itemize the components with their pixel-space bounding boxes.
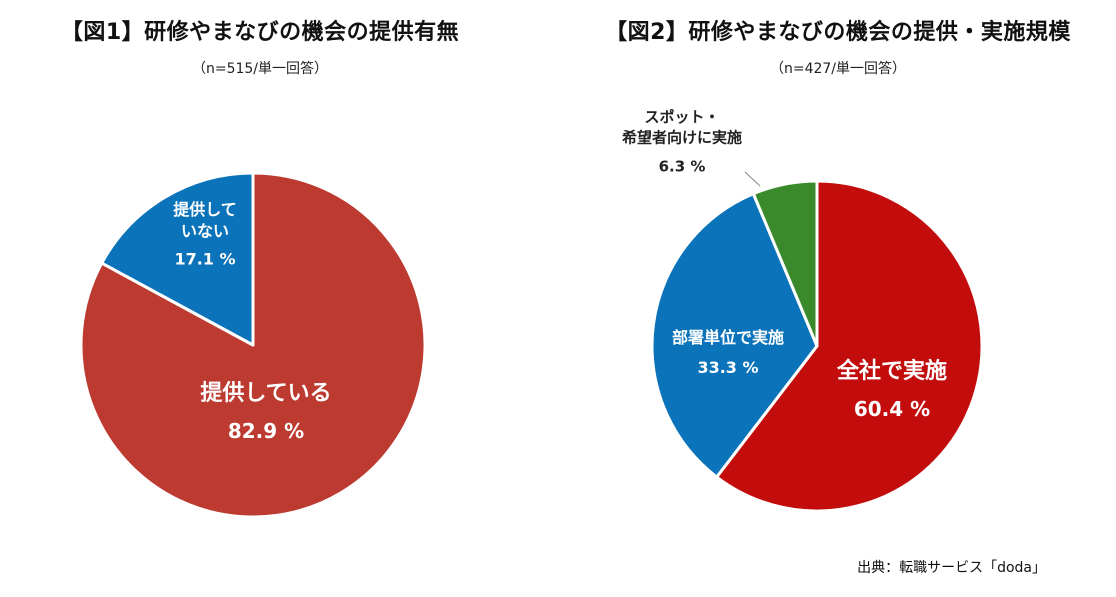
chart-subtitle: （n=515/単一回答） bbox=[191, 61, 329, 77]
pie-chart-1: 【図1】研修やまなびの機会の提供有無 （n=515/単一回答） 提供している 82… bbox=[0, 0, 520, 597]
slice-value-label: 82.9 % bbox=[228, 419, 304, 443]
pie-slice bbox=[751, 179, 819, 348]
pie-slice bbox=[100, 171, 255, 347]
pie-svg-1: 提供している 82.9 % 提供していない 17.1 % bbox=[79, 171, 427, 519]
pie-chart-2: 【図2】研修やまなびの機会の提供・実施規模 （n=427/単一回答） 全社で実施… bbox=[560, 0, 1116, 597]
slice-label: 全社で実施 bbox=[836, 358, 947, 384]
chart-title: 【図2】研修やまなびの機会の提供・実施規模 bbox=[605, 20, 1071, 45]
slice-label: スポット・希望者向けに実施 bbox=[622, 108, 742, 146]
pie-svg-2: 全社で実施 60.4 % 部署単位で実施 33.3 % スポット・希望者向けに実施 6.3… bbox=[622, 108, 984, 513]
slice-value-label: 60.4 % bbox=[854, 397, 930, 421]
chart-title: 【図1】研修やまなびの機会の提供有無 bbox=[60, 20, 460, 45]
slice-label: 提供していない bbox=[173, 200, 237, 241]
pie-slice bbox=[715, 179, 984, 513]
slice-label: 提供している bbox=[200, 380, 331, 406]
slice-value-label: 17.1 % bbox=[174, 250, 235, 269]
leader-line bbox=[744, 171, 761, 187]
slice-value-label: 33.3 % bbox=[697, 358, 758, 377]
pie-slice bbox=[650, 192, 819, 479]
slice-value-label: 6.3 % bbox=[659, 157, 706, 175]
chart-subtitle: （n=427/単一回答） bbox=[769, 61, 907, 77]
pie-slice bbox=[79, 171, 427, 519]
slice-label: 部署単位で実施 bbox=[672, 328, 784, 347]
source-note: 出典：転職サービス「doda」 bbox=[857, 560, 1046, 576]
